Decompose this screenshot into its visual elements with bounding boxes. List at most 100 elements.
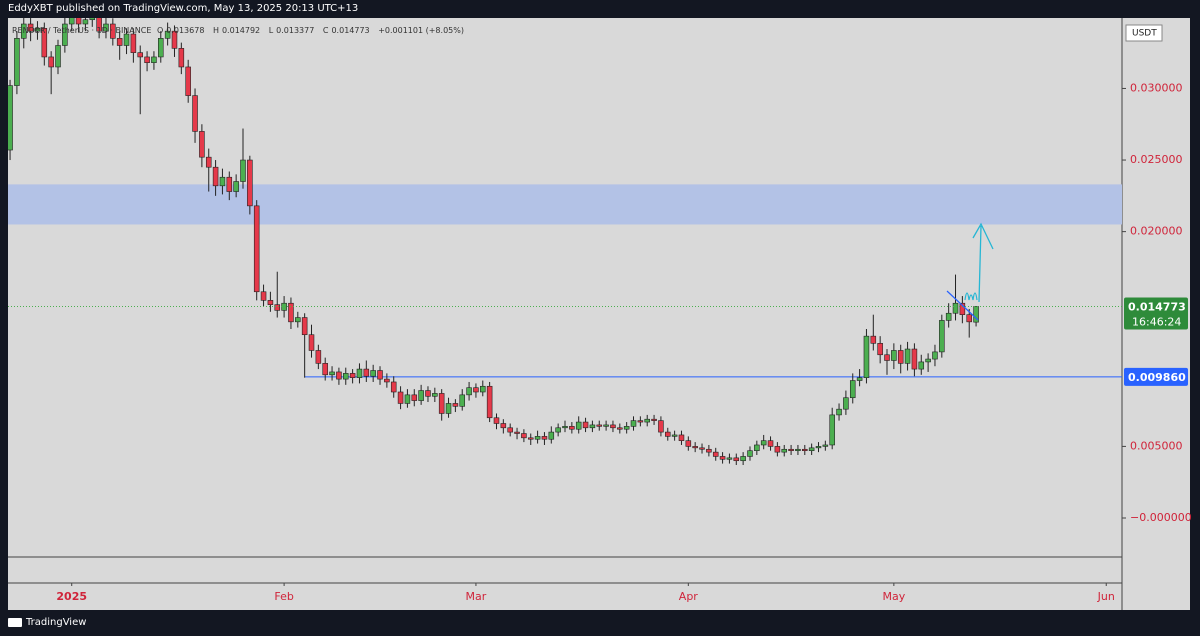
x-tick-label: Apr	[679, 590, 699, 603]
candle-body	[329, 371, 335, 376]
candle-body	[404, 394, 411, 404]
candle-body	[904, 348, 911, 364]
candle-body	[569, 426, 575, 430]
candle-body	[178, 48, 185, 68]
candle-body	[432, 393, 438, 397]
candle-body	[712, 451, 719, 457]
candle-body	[342, 373, 349, 380]
candle-body	[849, 380, 856, 399]
candle-body	[377, 370, 383, 380]
candle-body	[507, 427, 513, 433]
candle-body	[75, 18, 82, 25]
candle-body	[253, 205, 260, 293]
candle-body	[233, 181, 239, 192]
x-tick-label: Mar	[466, 590, 487, 603]
candle-body	[856, 377, 863, 381]
candle-body	[589, 424, 596, 429]
candle-body	[260, 291, 267, 301]
candle-body	[651, 418, 657, 421]
value: 0.013377	[276, 26, 315, 35]
candle-body	[349, 373, 356, 378]
candle-body	[884, 354, 890, 361]
value: 0.014792	[221, 26, 261, 35]
candle-body	[390, 381, 397, 393]
candle-body	[103, 23, 109, 32]
candle-body	[110, 23, 116, 39]
candle-body	[34, 28, 41, 32]
candle-body	[247, 159, 253, 207]
candle-body	[411, 394, 418, 401]
candle-body	[760, 440, 767, 446]
candle-body	[692, 446, 698, 449]
candle-body	[870, 335, 877, 344]
logo	[8, 618, 22, 627]
arrow	[972, 222, 994, 303]
x-tick-label: 2025	[56, 590, 87, 603]
ohlc: C 0.014773	[323, 26, 373, 35]
level-tag	[1124, 367, 1188, 386]
candle-body	[219, 176, 226, 187]
y-tick-label: 0.025000	[1130, 153, 1183, 166]
label: C	[322, 26, 329, 35]
candle-body	[480, 385, 486, 393]
candle-body	[891, 350, 897, 361]
candle-body	[438, 393, 445, 414]
label: L	[268, 26, 274, 35]
chart-background	[8, 18, 1190, 610]
x-tick-label: Feb	[274, 590, 293, 603]
candle-body	[466, 387, 472, 396]
candle-body	[637, 420, 644, 423]
candle-body	[384, 378, 390, 383]
candle-body	[562, 426, 568, 429]
candle-body	[301, 317, 308, 336]
change: +0.001101 (+8.05%)	[378, 26, 464, 35]
candle-body	[48, 56, 54, 68]
candle-body	[548, 431, 555, 440]
candle-body	[596, 424, 603, 427]
candle-body	[617, 427, 623, 430]
candle-body	[671, 434, 678, 437]
candle-body	[815, 446, 822, 449]
candle-body	[911, 348, 918, 370]
candle-body	[27, 23, 34, 32]
candle-body	[137, 52, 143, 58]
candle-body	[514, 431, 520, 434]
candle-body	[795, 448, 801, 451]
candle-body	[288, 302, 294, 323]
y-tick-label: 0.005000	[1130, 439, 1183, 452]
candle-body	[699, 447, 705, 450]
candle-body	[397, 391, 404, 404]
candle-body	[918, 361, 925, 370]
candle-body	[185, 66, 191, 96]
x-tick-label: May	[882, 590, 905, 603]
candle-body	[836, 408, 842, 416]
candle-body	[171, 30, 178, 49]
candle-body	[781, 448, 788, 453]
candle-body	[164, 30, 171, 39]
brand: TradingView	[26, 617, 87, 628]
candle-body	[68, 18, 75, 25]
candle-body	[541, 436, 548, 440]
candle-body	[459, 394, 465, 407]
candle-body	[418, 390, 424, 401]
candle-body	[62, 23, 68, 46]
candle-body	[706, 448, 712, 453]
candle-body	[521, 433, 527, 439]
candle-body	[199, 131, 205, 158]
candle-body	[130, 33, 137, 53]
countdown: 16:46:24	[1132, 315, 1181, 328]
zone	[8, 184, 1122, 225]
currency: USDT	[1132, 29, 1157, 39]
candle-body	[473, 387, 479, 393]
candle-body	[603, 424, 609, 427]
candle-body	[802, 448, 808, 451]
y-tick-label: −0.000000	[1130, 511, 1192, 524]
candle-body	[897, 350, 904, 364]
candle-body	[610, 424, 616, 429]
candle-body	[877, 343, 883, 356]
candle-body	[726, 457, 733, 460]
candle-body	[486, 385, 493, 419]
candle-body	[945, 312, 952, 321]
candle-body	[295, 317, 301, 323]
